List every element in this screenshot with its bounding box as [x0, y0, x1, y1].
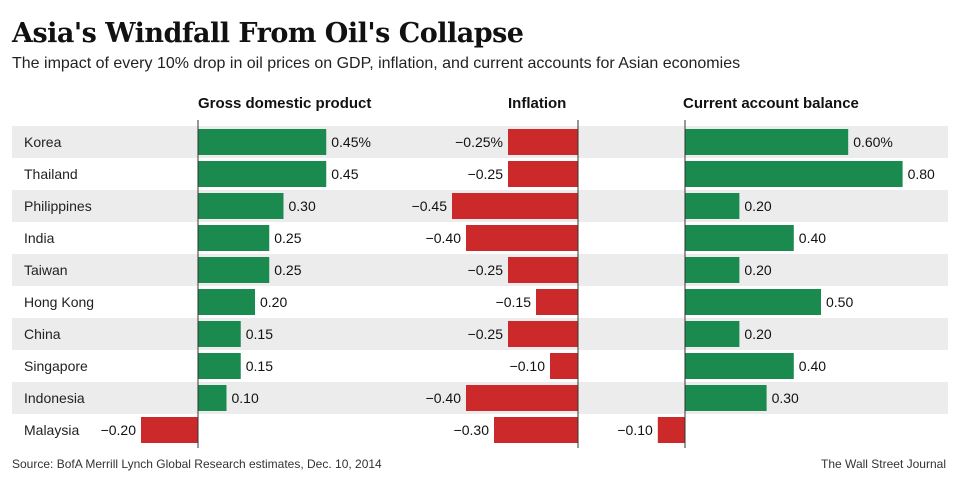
data-label: −0.40 [426, 390, 462, 406]
bar [198, 129, 327, 155]
panel-title: Gross domestic product [198, 95, 371, 112]
bar [685, 225, 794, 251]
data-label: 0.60% [853, 134, 893, 150]
bar [657, 417, 685, 443]
data-label: 0.20 [744, 198, 771, 214]
data-label: 0.80 [908, 166, 935, 182]
bar [198, 321, 241, 347]
data-label: 0.10 [232, 390, 259, 406]
panel-title: Inflation [508, 95, 566, 112]
data-label: −0.25 [468, 326, 504, 342]
bar [198, 353, 241, 379]
bar [685, 129, 849, 155]
category-label: China [24, 326, 61, 342]
data-label: 0.25 [274, 230, 301, 246]
category-label: Philippines [24, 198, 92, 214]
data-label: 0.45 [331, 166, 358, 182]
data-label: 0.15 [246, 326, 273, 342]
data-label: −0.25 [468, 166, 504, 182]
bar [466, 385, 578, 411]
data-label: −0.25 [468, 262, 504, 278]
bar [550, 353, 578, 379]
bar [198, 385, 227, 411]
data-label: −0.45 [412, 198, 448, 214]
category-label: Korea [24, 134, 62, 150]
row-band [12, 318, 948, 350]
chart-title: Asia's Windfall From Oil's Collapse [12, 18, 524, 49]
bar [685, 353, 794, 379]
data-label: 0.40 [799, 358, 826, 374]
category-label: Taiwan [24, 262, 68, 278]
data-label: 0.25 [274, 262, 301, 278]
data-label: −0.20 [101, 422, 137, 438]
data-label: 0.45% [331, 134, 371, 150]
bar [141, 417, 198, 443]
data-label: 0.20 [744, 262, 771, 278]
bar [198, 257, 270, 283]
bar [536, 289, 578, 315]
bar [198, 161, 327, 187]
data-label: −0.30 [454, 422, 490, 438]
category-label: Thailand [24, 166, 78, 182]
data-label: −0.15 [496, 294, 532, 310]
category-label: Hong Kong [24, 294, 94, 310]
bar [466, 225, 578, 251]
row-band [12, 254, 948, 286]
category-label: Indonesia [24, 390, 85, 406]
bar [685, 385, 767, 411]
bar [494, 417, 578, 443]
data-label: −0.40 [426, 230, 462, 246]
bar [685, 289, 821, 315]
data-label: −0.10 [510, 358, 546, 374]
bar [508, 257, 578, 283]
data-label: 0.30 [772, 390, 799, 406]
bar [685, 321, 740, 347]
bar [508, 129, 578, 155]
data-label: 0.30 [289, 198, 316, 214]
credit-note: The Wall Street Journal [821, 457, 946, 471]
source-note: Source: BofA Merrill Lynch Global Resear… [12, 457, 382, 471]
bar [198, 193, 284, 219]
data-label: 0.20 [260, 294, 287, 310]
bar [685, 161, 903, 187]
data-label: 0.20 [744, 326, 771, 342]
category-label: Singapore [24, 358, 88, 374]
bar [198, 289, 255, 315]
data-label: 0.50 [826, 294, 853, 310]
category-label: India [24, 230, 55, 246]
category-label: Malaysia [24, 422, 79, 438]
bar [685, 193, 740, 219]
bar [508, 161, 578, 187]
bar [198, 225, 270, 251]
data-label: 0.15 [246, 358, 273, 374]
bar [508, 321, 578, 347]
data-label: 0.40 [799, 230, 826, 246]
panel-title: Current account balance [683, 95, 859, 112]
bar [685, 257, 740, 283]
chart-subtitle: The impact of every 10% drop in oil pric… [12, 55, 741, 72]
bar [452, 193, 578, 219]
data-label: −0.25% [455, 134, 503, 150]
data-label: −0.10 [617, 422, 653, 438]
